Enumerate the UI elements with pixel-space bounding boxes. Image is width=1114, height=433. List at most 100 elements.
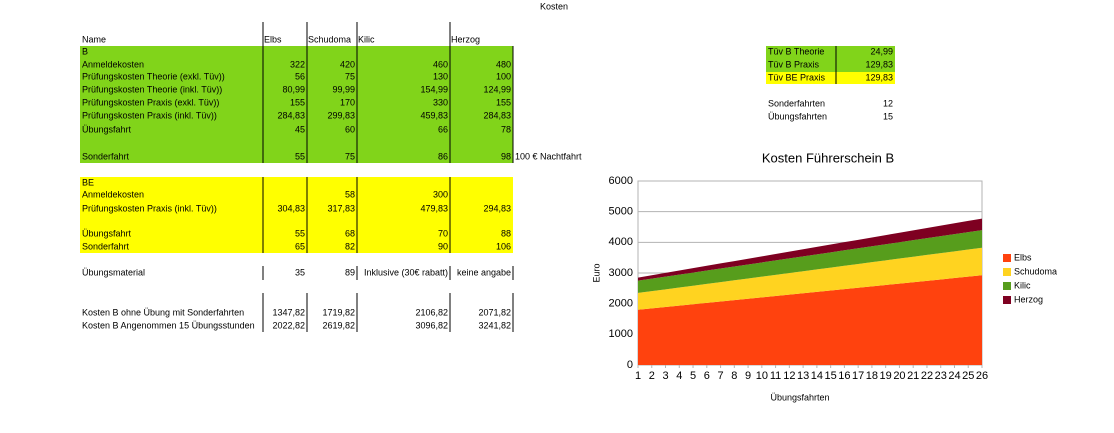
cell-value: 170: [340, 97, 355, 107]
cell-value: 2071,82: [478, 307, 511, 317]
cell-value: 89: [345, 267, 355, 277]
legend-label: Herzog: [1014, 294, 1043, 304]
cell-value: 1719,82: [322, 307, 355, 317]
x-tick-label: 11: [770, 370, 781, 382]
row-label: Sonderfahrt: [82, 241, 130, 251]
y-tick-label: 3000: [609, 267, 633, 279]
x-tick-label: 13: [797, 370, 809, 382]
side-value: 12: [883, 98, 893, 108]
green-block: [80, 46, 513, 163]
cell-value: 75: [345, 71, 355, 81]
cell-value: 284,83: [277, 110, 305, 120]
legend-label: Kilic: [1014, 280, 1031, 290]
side-label: Sonderfahrten: [768, 98, 825, 108]
cell-value: 459,83: [420, 110, 448, 120]
cell-value: 68: [345, 228, 355, 238]
cell-value: 299,83: [327, 110, 355, 120]
cell-value: 155: [290, 97, 305, 107]
cell-value: 304,83: [277, 203, 305, 213]
cell-value: 78: [501, 124, 511, 134]
x-tick-label: 22: [921, 370, 933, 382]
x-axis-label: Übungsfahrten: [770, 392, 829, 402]
x-tick-label: 25: [962, 370, 974, 382]
x-tick-label: 19: [880, 370, 892, 382]
x-tick-label: 2: [649, 370, 655, 382]
x-tick-label: 8: [731, 370, 737, 382]
header-cell: Herzog: [451, 34, 480, 44]
row-label: Kosten B Angenommen 15 Übungsstunden: [82, 320, 255, 330]
area: [638, 230, 982, 293]
cell-value: 130: [433, 71, 448, 81]
x-tick-label: 4: [676, 370, 682, 382]
cell-value: 2106,82: [415, 307, 448, 317]
cell-value: 480: [496, 59, 511, 69]
area: [638, 218, 982, 281]
cell-value: 284,83: [483, 110, 511, 120]
row-label: Übungsmaterial: [82, 267, 145, 277]
cell-value: 65: [295, 241, 305, 251]
cell-value: 98: [501, 151, 511, 161]
header-cell: Kilic: [358, 34, 375, 44]
row-label: Prüfungskosten Praxis (exkl. Tüv)): [82, 97, 219, 107]
cell-value: 35: [295, 267, 305, 277]
legend-label: Elbs: [1014, 252, 1032, 262]
cell-note: 100 € Nachtfahrt: [515, 151, 582, 161]
y-tick-label: 4000: [609, 236, 633, 248]
cell-value: 80,99: [282, 84, 305, 94]
cell-value: 294,83: [483, 203, 511, 213]
cell-value: 2619,82: [322, 320, 355, 330]
cell-value: 322: [290, 59, 305, 69]
x-tick-label: 7: [717, 370, 723, 382]
x-tick-label: 10: [756, 370, 768, 382]
x-tick-label: 21: [907, 370, 919, 382]
yellow-block: [766, 72, 895, 84]
cell-value: keine angabe: [457, 267, 511, 277]
header-cell: Elbs: [264, 34, 282, 44]
header-cell: Name: [82, 34, 106, 44]
x-tick-label: 5: [690, 370, 696, 382]
cell-value: 100: [496, 71, 511, 81]
legend-label: Schudoma: [1014, 266, 1057, 276]
x-tick-label: 23: [935, 370, 947, 382]
cell-value: 55: [295, 151, 305, 161]
cell-value: 86: [438, 151, 448, 161]
side-label: Übungsfahrten: [768, 111, 827, 121]
legend-swatch: [1003, 296, 1011, 304]
yellow-block: [80, 177, 513, 253]
side-value: 15: [883, 111, 893, 121]
x-tick-label: 24: [948, 370, 960, 382]
row-label: Sonderfahrt: [82, 151, 130, 161]
chart-title: Kosten Führerschein B: [762, 150, 894, 165]
x-tick-label: 17: [852, 370, 864, 382]
x-tick-label: 14: [811, 370, 823, 382]
x-tick-label: 26: [976, 370, 988, 382]
header-cell: Schudoma: [308, 34, 351, 44]
y-tick-label: 2000: [609, 298, 633, 310]
y-axis-label: Euro: [591, 263, 601, 282]
cell-value: 58: [345, 189, 355, 199]
side-value: 24,99: [870, 46, 893, 56]
cell-value: 55: [295, 228, 305, 238]
y-tick-label: 1000: [609, 328, 633, 340]
x-tick-label: 20: [893, 370, 905, 382]
side-value: 129,83: [865, 72, 893, 82]
cell-value: 82: [345, 241, 355, 251]
cell-value: Inklusive (30€ rabatt): [364, 267, 448, 277]
row-label: Anmeldekosten: [82, 189, 144, 199]
cell-value: 88: [501, 228, 511, 238]
cell-value: 56: [295, 71, 305, 81]
cell-value: 66: [438, 124, 448, 134]
x-tick-label: 6: [704, 370, 710, 382]
legend-swatch: [1003, 282, 1011, 290]
cell-value: 3241,82: [478, 320, 511, 330]
cell-value: 70: [438, 228, 448, 238]
row-label: Übungsfahrt: [82, 228, 132, 238]
x-tick-label: 18: [866, 370, 878, 382]
cell-value: 45: [295, 124, 305, 134]
cell-value: 330: [433, 97, 448, 107]
side-value: 129,83: [865, 59, 893, 69]
legend-swatch: [1003, 254, 1011, 262]
row-label: Prüfungskosten Praxis (inkl. Tüv)): [82, 203, 217, 213]
green-block: [766, 46, 895, 72]
